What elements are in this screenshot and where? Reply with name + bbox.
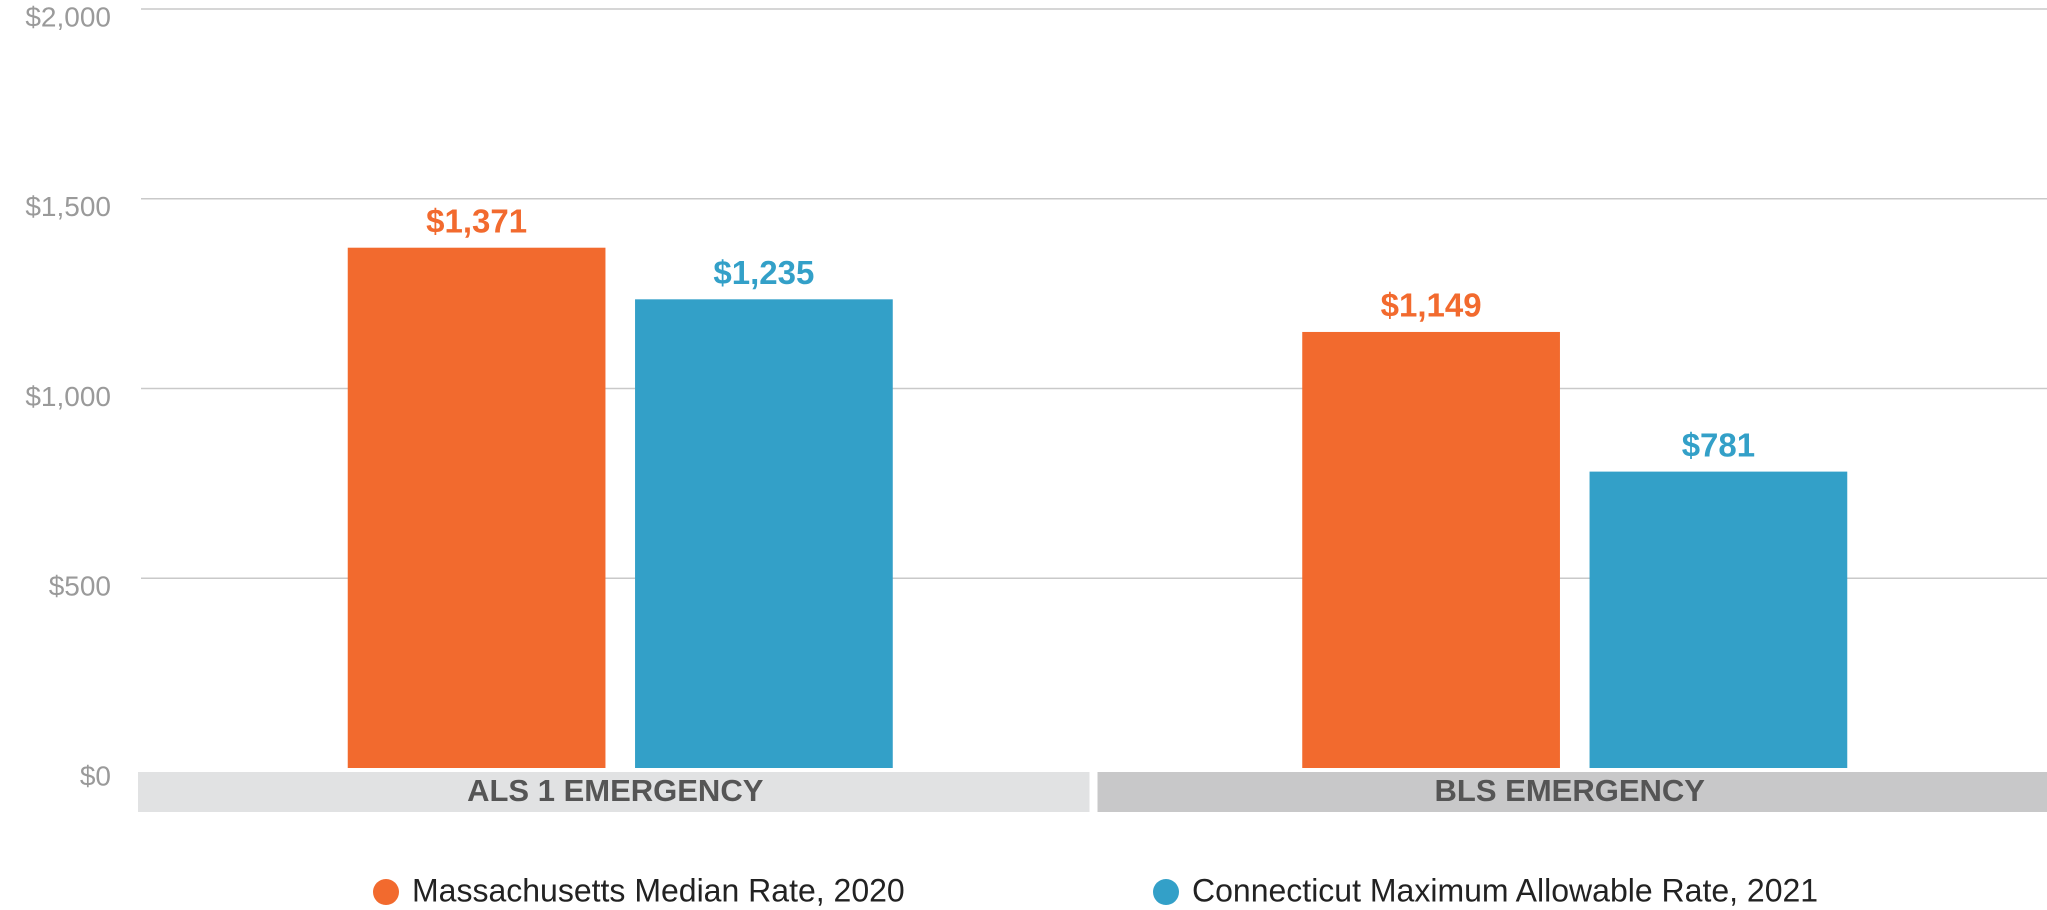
category-band (1097, 772, 2047, 812)
legend-swatch (1153, 879, 1179, 905)
y-tick-label: $1,500 (25, 191, 111, 222)
value-label: $1,149 (1381, 287, 1482, 324)
legend-label: Connecticut Maximum Allowable Rate, 2021 (1192, 872, 1818, 908)
value-label: $1,371 (426, 202, 527, 239)
y-tick-label: $2,000 (25, 1, 111, 32)
value-label: $1,235 (713, 254, 814, 291)
y-tick-label: $500 (49, 571, 111, 602)
legend-label: Massachusetts Median Rate, 2020 (412, 872, 905, 908)
legend-swatch (373, 879, 399, 905)
bar (635, 299, 893, 768)
y-tick-label: $0 (80, 760, 111, 791)
x-tick-label: ALS 1 EMERGENCY (467, 773, 764, 808)
x-tick-label: BLS EMERGENCY (1435, 773, 1706, 808)
bar (347, 247, 606, 768)
value-label: $781 (1682, 426, 1755, 463)
bar (1589, 471, 1848, 768)
bar (1302, 331, 1560, 768)
y-tick-label: $1,000 (25, 381, 111, 412)
category-band (138, 772, 1090, 812)
